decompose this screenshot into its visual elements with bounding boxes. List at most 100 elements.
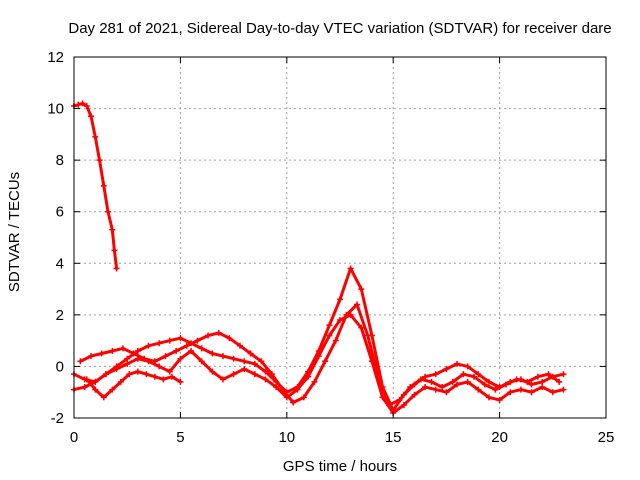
data-point (88, 113, 95, 120)
axis-ticks: 0 5 10 15 20 25 -2 0 2 4 6 8 10 12 (47, 49, 614, 446)
data-point (364, 332, 371, 339)
data-point (92, 386, 99, 393)
data-point (539, 378, 546, 385)
data-point (534, 373, 541, 380)
data-point (236, 342, 243, 349)
data-point (513, 376, 520, 383)
x-tick-label: 15 (385, 429, 402, 446)
data-point (102, 371, 109, 378)
data-point (109, 347, 116, 354)
data-point (162, 353, 169, 360)
data-point (166, 368, 173, 375)
data-point (305, 373, 312, 380)
data-point (422, 373, 429, 380)
data-point (79, 100, 86, 107)
data-point (109, 226, 116, 233)
data-point (560, 371, 567, 378)
data-point (485, 394, 492, 401)
data-point (219, 353, 226, 360)
data-point (124, 360, 131, 367)
data-point (251, 360, 258, 367)
data-point (358, 324, 365, 331)
y-tick-label: 8 (56, 152, 64, 169)
data-point (230, 355, 237, 362)
data-point (205, 332, 212, 339)
data-point (113, 366, 120, 373)
data-point (209, 368, 216, 375)
data-point (475, 386, 482, 393)
data-point (177, 335, 184, 342)
data-point (113, 265, 120, 272)
data-point (322, 358, 329, 365)
data-point (411, 391, 418, 398)
data-point (130, 350, 137, 357)
data-point (432, 386, 439, 393)
data-point (75, 101, 82, 108)
data-point (226, 335, 233, 342)
data-point (396, 396, 403, 403)
data-point (247, 350, 254, 357)
data-point (496, 396, 503, 403)
data-point (428, 378, 435, 385)
data-point (524, 378, 531, 385)
data-point (417, 376, 424, 383)
data-point (83, 376, 90, 383)
data-point (358, 286, 365, 293)
data-point (407, 384, 414, 391)
data-point (283, 394, 290, 401)
data-point (268, 371, 275, 378)
data-point (215, 329, 222, 336)
data-point (77, 358, 84, 365)
data-point (443, 366, 450, 373)
x-tick-label: 10 (278, 429, 295, 446)
data-point (347, 265, 354, 272)
data-point (219, 376, 226, 383)
data-point (273, 384, 280, 391)
data-point (156, 363, 163, 370)
data-point (464, 363, 471, 370)
data-point (454, 381, 461, 388)
data-point (354, 301, 361, 308)
data-point (166, 337, 173, 344)
data-point (262, 376, 269, 383)
data-point (183, 342, 190, 349)
y-tick-label: 2 (56, 307, 64, 324)
data-point (539, 384, 546, 391)
y-tick-label: 6 (56, 204, 64, 221)
chart-title: Day 281 of 2021, Sidereal Day-to-day VTE… (68, 20, 611, 37)
data-point (337, 296, 343, 303)
data-points (71, 100, 567, 416)
y-tick-label: 0 (56, 358, 64, 375)
data-point (241, 366, 248, 373)
data-point (96, 157, 103, 164)
data-point (92, 378, 99, 385)
data-point (100, 394, 107, 401)
data-point (560, 386, 567, 393)
data-point (241, 358, 248, 365)
data-point (83, 102, 90, 109)
data-point (460, 371, 467, 378)
data-point (481, 381, 488, 388)
data-point (449, 378, 456, 385)
x-axis-label: GPS time / hours (283, 458, 397, 475)
data-point (160, 376, 167, 383)
data-point (311, 378, 318, 385)
x-tick-label: 20 (491, 429, 508, 446)
data-point (194, 337, 201, 344)
data-point (492, 386, 499, 393)
data-point (475, 371, 482, 378)
data-point (464, 378, 471, 385)
x-tick-label: 0 (70, 429, 78, 446)
data-point (177, 355, 184, 362)
y-tick-label: 12 (47, 49, 64, 66)
data-point (294, 386, 301, 393)
grid (74, 57, 606, 418)
data-point (98, 350, 105, 357)
y-axis-label: SDTVAR / TECUs (6, 172, 23, 292)
data-point (443, 389, 450, 396)
data-point (145, 358, 152, 365)
data-point (258, 358, 265, 365)
data-point (432, 371, 439, 378)
data-point (156, 340, 163, 347)
